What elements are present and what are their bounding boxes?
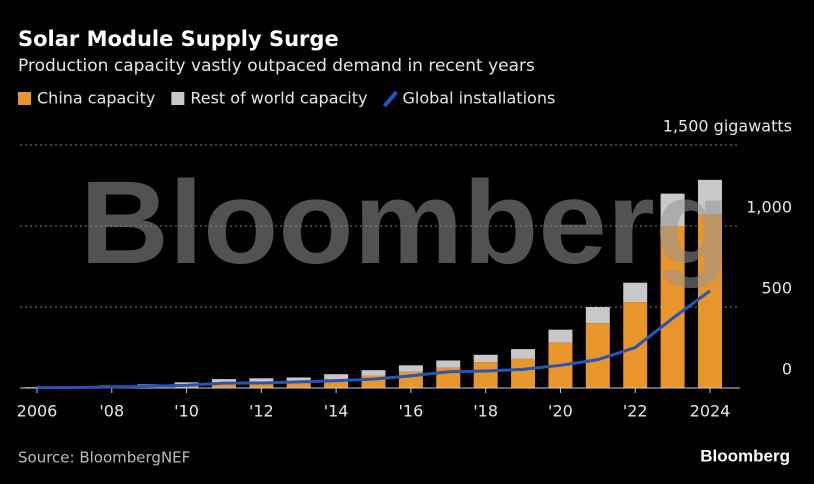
bar [249,382,274,388]
x-tick-label: 2006 [17,402,58,421]
bar [698,179,722,215]
source: Source: BloombergNEF [18,449,190,467]
bar [436,360,461,368]
x-tick-label: '22 [623,402,648,421]
y-tick-label: 500 [761,279,792,298]
bar [585,307,610,324]
x-tick-label: '08 [99,402,124,421]
line [36,289,711,390]
bar [174,382,199,385]
bar [286,381,311,388]
legend-label: China capacity [37,89,155,108]
chart-subtitle: Production capacity vastly outpaced dema… [18,56,535,76]
bar [211,379,236,384]
x-tick-label: 2024 [690,402,731,421]
bar [548,329,573,343]
chart-title: Solar Module Supply Surge [18,27,339,51]
bar [249,378,274,383]
y-tick-label: 0 [782,360,792,379]
legend-swatch [18,92,31,105]
bar [660,193,685,226]
bar [361,370,386,376]
x-tick-label: '20 [548,402,573,421]
x-tick-label: '10 [174,402,199,421]
bar [623,302,648,388]
legend-label: Rest of world capacity [190,89,367,108]
watermark: Bloomberg [80,157,730,289]
legend-label: Global installations [402,89,555,108]
x-tick-label: '16 [399,402,424,421]
x-tick-label: '12 [249,402,274,421]
bar [660,226,685,388]
bar [698,214,722,388]
bar [324,374,349,380]
bar [398,365,423,372]
legend-swatch [171,92,185,105]
bar [324,379,349,388]
bar [473,354,498,363]
x-tick-label: '14 [324,402,349,421]
bar [211,383,236,388]
y-tick-label: 1,500 gigawatts [663,117,792,136]
bar [511,358,536,388]
x-tick-label: '18 [473,402,498,421]
bar [511,349,536,359]
bar [623,282,648,303]
y-tick-label: 1,000 [746,198,792,217]
bar [473,362,498,388]
bar [286,377,311,382]
logo: Bloomberg [700,446,790,465]
legend-swatch [382,90,399,108]
